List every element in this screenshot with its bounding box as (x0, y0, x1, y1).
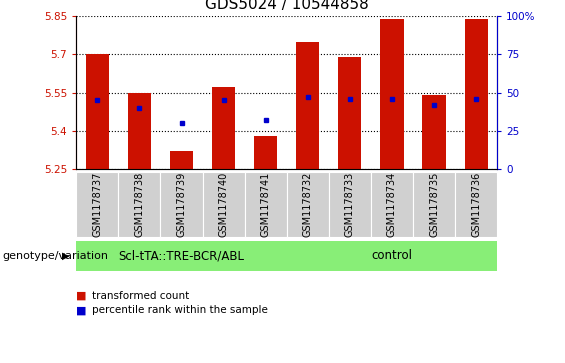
FancyBboxPatch shape (455, 172, 497, 237)
Text: GSM1178740: GSM1178740 (219, 172, 229, 237)
Text: ■: ■ (76, 291, 87, 301)
Text: GSM1178734: GSM1178734 (387, 172, 397, 237)
Text: GSM1178739: GSM1178739 (176, 172, 186, 237)
FancyBboxPatch shape (371, 172, 413, 237)
Bar (254, 136, 277, 169)
Bar (212, 87, 235, 169)
Text: GSM1178735: GSM1178735 (429, 171, 439, 237)
FancyBboxPatch shape (245, 172, 287, 237)
FancyBboxPatch shape (287, 172, 329, 237)
Text: GSM1178732: GSM1178732 (303, 171, 313, 237)
Text: transformed count: transformed count (92, 291, 189, 301)
Text: genotype/variation: genotype/variation (3, 251, 109, 261)
Bar (338, 57, 362, 169)
Bar (296, 42, 319, 169)
Text: Scl-tTA::TRE-BCR/ABL: Scl-tTA::TRE-BCR/ABL (119, 249, 245, 262)
FancyBboxPatch shape (160, 172, 202, 237)
FancyBboxPatch shape (76, 241, 287, 271)
Text: percentile rank within the sample: percentile rank within the sample (92, 305, 268, 315)
Text: GSM1178737: GSM1178737 (92, 171, 102, 237)
Bar (128, 93, 151, 169)
Text: ■: ■ (76, 305, 87, 315)
Text: control: control (371, 249, 412, 262)
Bar (423, 95, 446, 169)
Text: GSM1178736: GSM1178736 (471, 172, 481, 237)
Bar (170, 151, 193, 169)
Bar (464, 19, 488, 169)
Bar (380, 19, 403, 169)
Text: ▶: ▶ (62, 251, 70, 261)
FancyBboxPatch shape (76, 172, 119, 237)
FancyBboxPatch shape (202, 172, 245, 237)
Title: GDS5024 / 10544858: GDS5024 / 10544858 (205, 0, 368, 12)
Bar (86, 54, 109, 169)
Text: GSM1178738: GSM1178738 (134, 172, 145, 237)
FancyBboxPatch shape (329, 172, 371, 237)
FancyBboxPatch shape (413, 172, 455, 237)
Text: GSM1178733: GSM1178733 (345, 172, 355, 237)
FancyBboxPatch shape (119, 172, 160, 237)
FancyBboxPatch shape (287, 241, 497, 271)
Text: GSM1178741: GSM1178741 (260, 172, 271, 237)
